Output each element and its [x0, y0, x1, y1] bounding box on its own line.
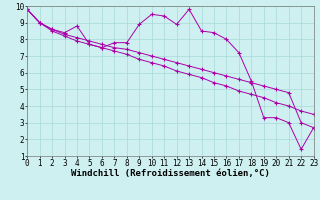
- X-axis label: Windchill (Refroidissement éolien,°C): Windchill (Refroidissement éolien,°C): [71, 169, 270, 178]
